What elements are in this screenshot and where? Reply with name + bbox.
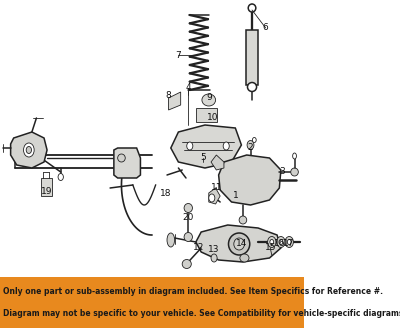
Text: 9: 9 (206, 93, 212, 102)
Ellipse shape (209, 194, 215, 202)
Text: 16: 16 (274, 239, 285, 249)
Polygon shape (171, 125, 242, 168)
Text: 20: 20 (182, 214, 194, 222)
Ellipse shape (184, 203, 192, 213)
Ellipse shape (239, 216, 247, 224)
Text: 11: 11 (211, 183, 222, 193)
Text: 1: 1 (232, 191, 238, 199)
Polygon shape (168, 92, 181, 110)
Ellipse shape (234, 238, 244, 250)
Text: 15: 15 (264, 243, 276, 253)
Ellipse shape (293, 153, 296, 159)
Text: 8: 8 (166, 91, 172, 99)
Ellipse shape (167, 233, 174, 247)
Ellipse shape (279, 239, 283, 244)
Ellipse shape (277, 236, 285, 248)
Ellipse shape (252, 137, 256, 142)
Ellipse shape (223, 142, 229, 150)
Ellipse shape (187, 142, 193, 150)
Ellipse shape (247, 140, 254, 150)
Text: 4: 4 (186, 84, 191, 92)
Bar (246, 30, 258, 85)
Ellipse shape (58, 174, 63, 180)
Ellipse shape (26, 147, 32, 154)
Text: 13: 13 (208, 245, 220, 255)
Text: 19: 19 (41, 188, 53, 196)
Text: 14: 14 (236, 239, 247, 249)
Ellipse shape (184, 233, 192, 241)
Text: 6: 6 (263, 24, 268, 32)
Text: Only one part or sub-assembly in diagram included. See Item Specifics for Refere: Only one part or sub-assembly in diagram… (3, 287, 383, 296)
Ellipse shape (211, 254, 217, 262)
Ellipse shape (287, 239, 291, 244)
Text: 7: 7 (175, 51, 180, 59)
Text: 5: 5 (200, 154, 206, 162)
Ellipse shape (240, 254, 249, 262)
Ellipse shape (270, 239, 274, 244)
Text: 12: 12 (193, 243, 204, 253)
Ellipse shape (248, 4, 256, 12)
Ellipse shape (118, 154, 125, 162)
Polygon shape (211, 155, 224, 170)
Text: 2: 2 (248, 144, 253, 153)
Bar (41, 178, 52, 196)
Ellipse shape (248, 83, 256, 92)
Ellipse shape (182, 259, 191, 269)
Polygon shape (11, 132, 47, 168)
Polygon shape (209, 188, 220, 204)
Ellipse shape (24, 143, 34, 157)
Polygon shape (196, 225, 281, 262)
Text: 3: 3 (280, 168, 285, 176)
Ellipse shape (285, 236, 294, 248)
Text: Diagram may not be specific to your vehicle. See Compatibility for vehicle-speci: Diagram may not be specific to your vehi… (3, 309, 400, 318)
Text: 18: 18 (160, 189, 171, 197)
Text: 10: 10 (207, 113, 218, 122)
Ellipse shape (202, 94, 216, 106)
Bar (196, 108, 217, 122)
Polygon shape (219, 155, 281, 205)
Polygon shape (114, 148, 140, 178)
Ellipse shape (291, 168, 298, 176)
Ellipse shape (228, 233, 250, 255)
Bar (0, 277, 304, 328)
Text: 17: 17 (283, 239, 294, 249)
Ellipse shape (268, 236, 276, 248)
